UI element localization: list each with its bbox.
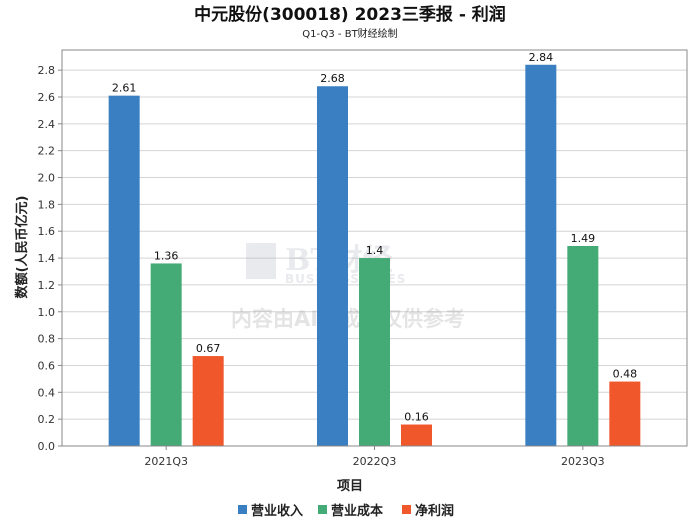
bar (401, 424, 432, 446)
legend: 营业收入 营业成本 净利润 (238, 503, 454, 519)
legend-label: 营业成本 (331, 503, 383, 519)
y-tick-label: 0.0 (38, 440, 56, 453)
y-tick-label: 2.8 (38, 64, 56, 77)
x-axis-ticks: 2021Q3 2022Q3 2023Q3 (144, 446, 605, 468)
bar (567, 245, 599, 446)
x-tick-label: 2021Q3 (144, 455, 188, 468)
y-tick-label: 1.2 (38, 279, 56, 292)
y-tick-label: 0.2 (38, 413, 56, 426)
y-tick-label: 2.6 (38, 91, 56, 104)
bar (317, 86, 348, 446)
bar-value-label: 1.36 (154, 249, 179, 262)
bar-value-label: 0.16 (404, 411, 429, 424)
bar-value-labels: 2.61 1.36 0.67 2.68 1.4 0.16 2.84 1.49 0.48 (112, 51, 637, 424)
bar (192, 356, 224, 446)
legend-label: 营业收入 (251, 503, 303, 519)
chart-subtitle: Q1-Q3 - BT财经绘制 (302, 27, 397, 40)
bar-value-label: 1.4 (366, 244, 384, 257)
bar-value-label: 2.84 (529, 51, 554, 64)
chart-title: 中元股份(300018) 2023三季报 - 利润 (194, 4, 506, 25)
y-tick-label: 0.8 (38, 333, 56, 346)
y-tick-label: 2.2 (38, 145, 56, 158)
bar-value-label: 0.67 (196, 342, 221, 355)
x-tick-label: 2023Q3 (561, 455, 605, 468)
y-tick-label: 1.4 (38, 252, 56, 265)
bar (108, 95, 140, 446)
y-tick-label: 0.6 (38, 359, 56, 372)
bar (609, 381, 641, 446)
legend-label: 净利润 (415, 503, 454, 519)
y-tick-label: 1.0 (38, 306, 56, 319)
bar (525, 64, 557, 446)
y-tick-label: 1.8 (38, 198, 56, 211)
bar-value-label: 2.61 (112, 82, 137, 95)
y-tick-label: 0.4 (38, 386, 56, 399)
bar-value-label: 1.49 (571, 232, 596, 245)
legend-swatch (238, 505, 247, 514)
bar-value-label: 0.48 (613, 368, 638, 381)
legend-swatch (402, 505, 411, 514)
bar-value-label: 2.68 (320, 72, 345, 85)
y-axis-ticks: 0.0 0.2 0.4 0.6 0.8 1.0 1.2 1.4 1.6 1.8 2.0 2.2 2.4 2… (38, 64, 62, 453)
x-axis-title: 项目 (337, 479, 363, 494)
y-tick-label: 2.4 (38, 118, 56, 131)
bar (150, 263, 182, 446)
y-axis-title: 数额(人民币亿元) (14, 196, 30, 299)
x-tick-label: 2022Q3 (353, 455, 397, 468)
bar (359, 258, 390, 446)
watermark-logo-icon (246, 243, 276, 279)
y-tick-label: 1.6 (38, 225, 56, 238)
y-tick-label: 2.0 (38, 172, 56, 185)
bars (108, 64, 641, 446)
legend-swatch (318, 505, 327, 514)
